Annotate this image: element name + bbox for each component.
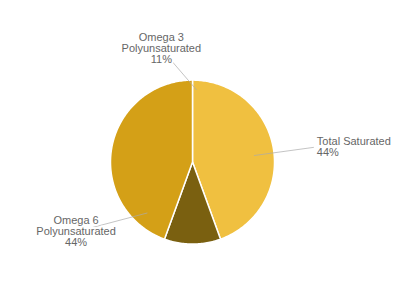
- svg-text:Omega 6Polyunsaturated44%: Omega 6Polyunsaturated44%: [36, 214, 116, 248]
- svg-text:Total Saturated44%: Total Saturated44%: [317, 135, 391, 158]
- svg-text:Omega 3Polyunsaturated11%: Omega 3Polyunsaturated11%: [122, 31, 202, 65]
